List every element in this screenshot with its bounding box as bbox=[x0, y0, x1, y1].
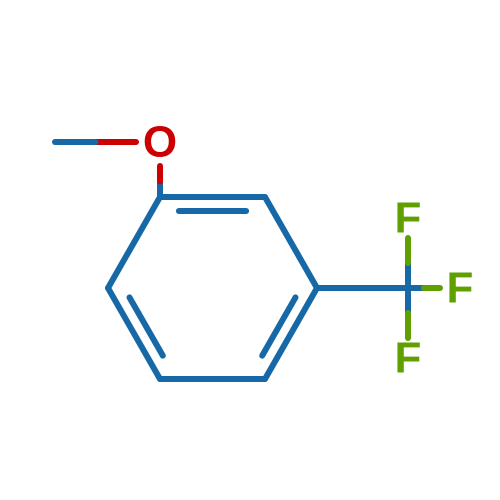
bond-line bbox=[262, 297, 295, 355]
bond-line bbox=[265, 197, 317, 288]
fluorine-label: F bbox=[447, 264, 474, 313]
fluorine-label: F bbox=[395, 194, 422, 243]
bond-line bbox=[130, 297, 163, 355]
bond-line bbox=[108, 197, 160, 288]
molecule-diagram: OFFF bbox=[0, 0, 500, 500]
oxygen-label: O bbox=[143, 118, 177, 167]
fluorine-label: F bbox=[395, 334, 422, 383]
